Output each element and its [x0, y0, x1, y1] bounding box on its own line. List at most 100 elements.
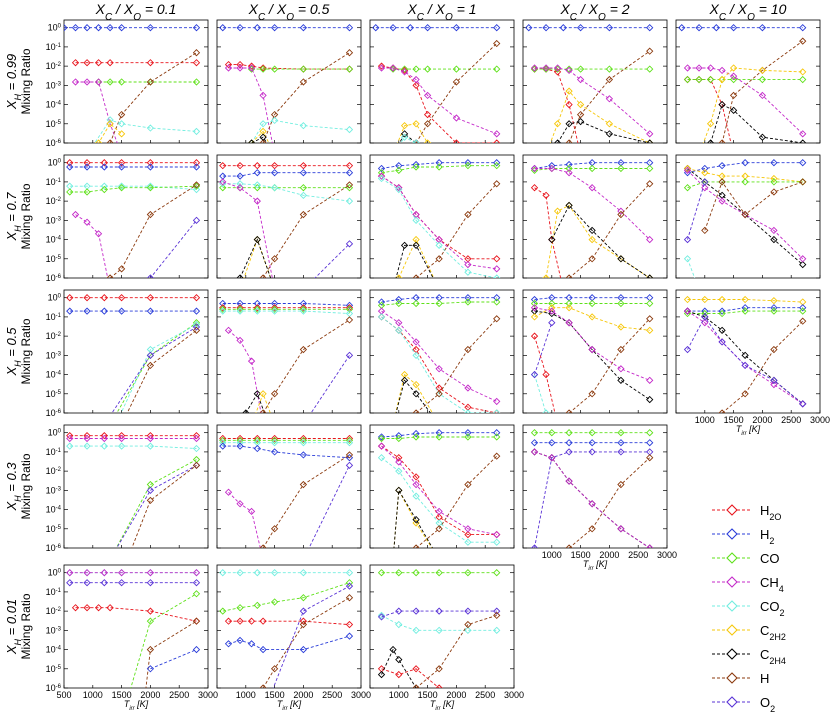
data-point [192, 185, 201, 194]
y-tick-label: 10-3​ [46, 625, 62, 635]
data-point [117, 24, 126, 32]
data-point [770, 226, 778, 235]
data-point [106, 78, 114, 86]
data-point [701, 164, 709, 173]
panel-r4-c3 [369, 424, 515, 549]
x-tick-label: 500 [56, 690, 71, 700]
data-point [345, 49, 354, 57]
data-point [236, 617, 244, 625]
data-point [66, 294, 74, 302]
data-point [224, 640, 233, 648]
data-point [345, 169, 354, 177]
data-point [146, 294, 155, 302]
data-point [542, 370, 550, 379]
series-line-h2 [381, 432, 497, 438]
series-line-c2h4 [710, 103, 803, 143]
data-point [272, 287, 278, 293]
data-point [107, 557, 113, 563]
panel-frame [369, 19, 515, 144]
data-point [701, 169, 709, 177]
column-title-2: XC​ / XO​ = 0.5 [248, 1, 330, 23]
series-line-c2h4 [687, 310, 803, 405]
series-line-o2 [687, 181, 706, 240]
data-point [565, 319, 573, 327]
data-point [464, 294, 472, 302]
data-point [146, 274, 155, 278]
y-tick-label: 10-1​ [46, 42, 62, 52]
data-point [345, 240, 354, 248]
data-point [395, 670, 403, 679]
y-tick-label: 10-4​ [46, 235, 62, 245]
data-point [107, 422, 113, 428]
data-point [548, 439, 556, 447]
series-line-co2 [687, 258, 696, 278]
data-point [66, 188, 74, 196]
data-point [696, 152, 702, 158]
data-point [588, 255, 596, 263]
data-point [146, 496, 155, 505]
data-point [565, 429, 573, 437]
data-point [192, 307, 201, 315]
series-line-co [687, 181, 803, 189]
data-point [493, 255, 501, 263]
data-point [576, 110, 585, 119]
data-point [117, 434, 126, 443]
data-point [530, 332, 539, 340]
data-point [530, 429, 539, 437]
data-point [412, 81, 420, 89]
data-point [389, 65, 397, 73]
data-point [259, 390, 267, 398]
data-point [270, 24, 279, 32]
data-point [542, 274, 550, 278]
data-point [565, 201, 573, 210]
data-point [683, 64, 692, 72]
data-point [377, 172, 386, 180]
data-point [565, 164, 573, 173]
row-label-2: XH​ = 0.7 [4, 192, 23, 242]
data-point [71, 78, 80, 86]
data-point [683, 307, 692, 315]
panel-frame [63, 424, 209, 549]
panel-frame [216, 19, 362, 144]
y-tick-label: 10-1​ [46, 312, 62, 322]
data-point [345, 24, 354, 32]
data-point [588, 164, 596, 173]
data-point [83, 569, 91, 577]
series-line-o2 [149, 220, 197, 278]
data-point [412, 473, 420, 481]
series-line-c2h4 [251, 136, 268, 143]
panel-frame [216, 154, 362, 279]
series-line-h2o [381, 175, 497, 260]
data-point [395, 184, 403, 192]
data-point [146, 486, 155, 494]
series-line-ch4 [381, 310, 497, 402]
data-point [242, 409, 250, 413]
data-point [83, 604, 91, 612]
column-title-3: XC​ / XO​ = 1 [406, 1, 476, 23]
data-point [493, 130, 501, 138]
data-point [435, 433, 443, 441]
data-point [576, 117, 585, 126]
data-point [493, 409, 501, 413]
y-tick-label: 10-3​ [46, 350, 62, 360]
data-point [701, 313, 709, 321]
data-point [799, 307, 807, 315]
data-point [107, 287, 113, 293]
data-point [345, 197, 354, 205]
data-point [117, 130, 126, 138]
legend-label: O2​ [760, 695, 775, 714]
data-point [219, 569, 227, 577]
data-point [646, 180, 654, 188]
data-point [799, 298, 807, 306]
data-point [425, 152, 431, 158]
data-point [389, 64, 397, 72]
data-point [253, 307, 261, 315]
data-point [412, 433, 420, 441]
data-point [412, 299, 420, 308]
data-point [718, 295, 726, 304]
series-line-c2h2 [545, 204, 650, 278]
x-tick-label: 2000 [446, 690, 466, 700]
y-tick-label: 10-3​ [46, 485, 62, 495]
data-point [464, 538, 472, 546]
data-point [452, 24, 461, 32]
